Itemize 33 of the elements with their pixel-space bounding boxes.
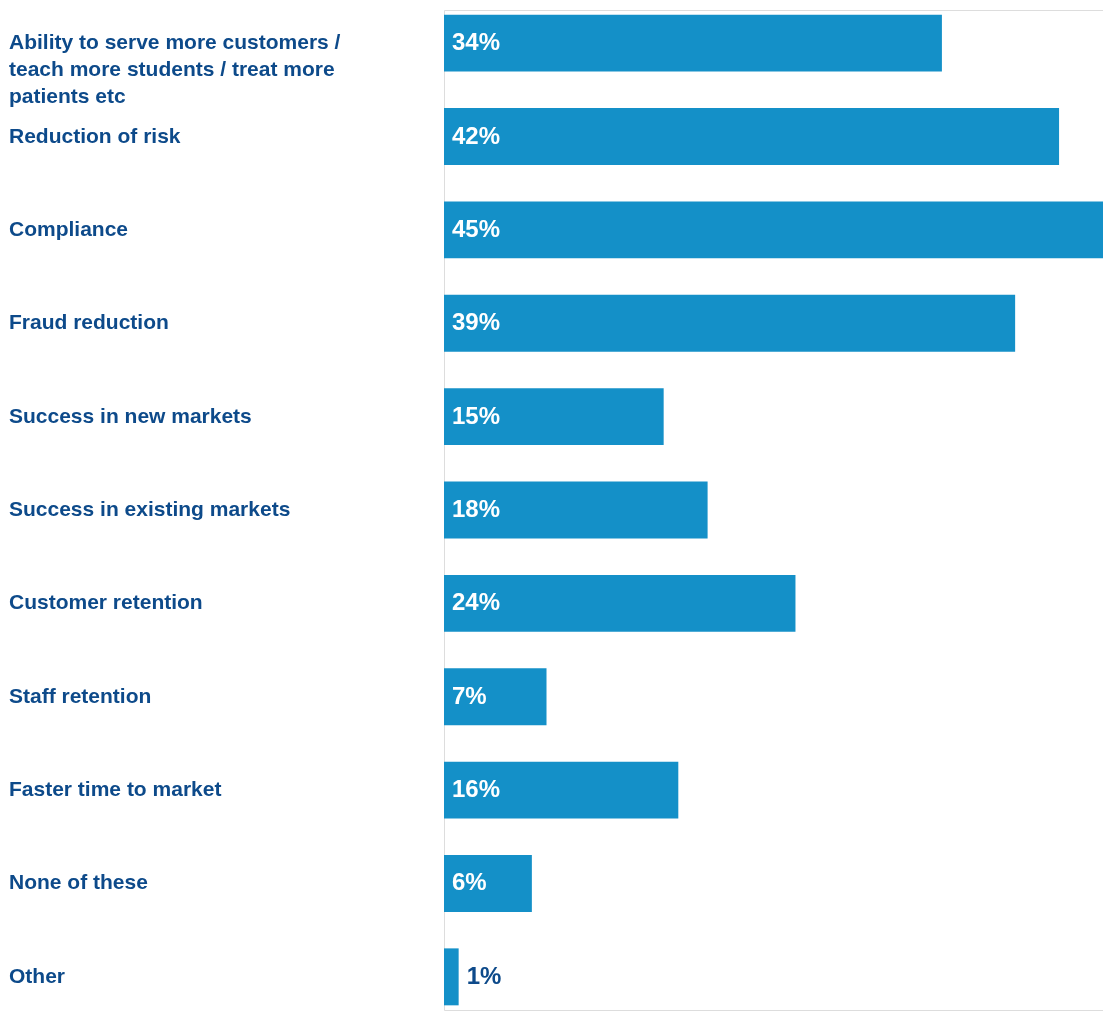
data-label: 15% [452,401,501,429]
y-tick-label: Reduction of risk [9,123,181,147]
y-tick-label: Other [9,963,66,987]
bar [444,855,532,912]
bar [444,481,708,539]
data-label: 34% [452,28,501,56]
y-tick-label: Success in new markets [9,403,252,427]
y-tick-label: Fraud reduction [9,310,169,334]
y-tick-label: Customer retention [9,590,203,614]
bar [444,201,1103,259]
data-label: 24% [452,588,501,616]
data-label: 42% [452,121,501,149]
y-tick-label: Success in existing markets [9,497,291,520]
data-label: 6% [452,868,487,896]
y-tick-label: Faster time to market [9,777,222,801]
bar [444,294,1016,352]
data-label: 7% [452,681,487,709]
data-label: 45% [452,214,501,242]
bar [444,388,664,446]
data-label: 18% [452,495,501,522]
bar [444,761,679,819]
bar [444,668,547,726]
data-label: 39% [452,308,501,336]
bar [444,108,1060,165]
data-label: 16% [452,775,501,803]
y-tick-label: Compliance [9,216,129,240]
bar [444,14,942,72]
y-tick-label: Staff retention [9,683,152,707]
bar [444,574,796,632]
data-label: 1% [466,961,502,989]
bar [444,948,459,1006]
y-tick-label: None of these [9,870,148,894]
y-tick-label: Ability to serve more customers / teach more students / treat more patients etc [9,30,341,108]
